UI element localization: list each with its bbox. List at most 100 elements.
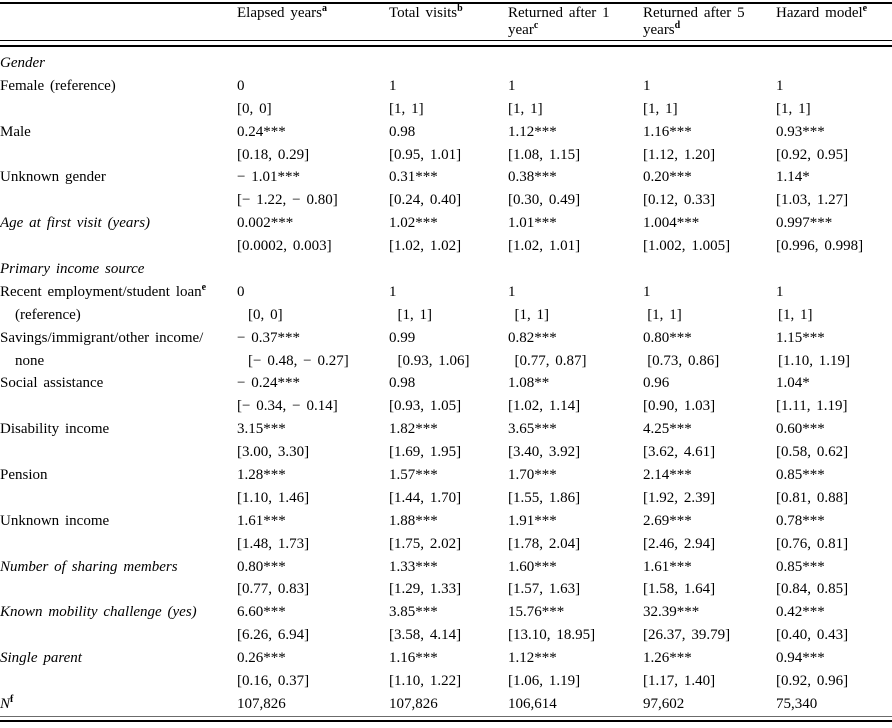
value-cell: [1, 1]: [777, 306, 813, 323]
value-cell: 1.91***: [508, 512, 557, 529]
value-cell: [0.40, 0.43]: [776, 627, 849, 644]
value-cell: 1.88***: [389, 512, 438, 529]
row-label: [0, 578, 237, 601]
table-row: [1.48, 1.73] [1.75, 2.02] [1.78, 2.04] [2.4…: [0, 533, 892, 556]
value-cell: − 0.37***: [237, 329, 301, 346]
footnote-marker: d: [674, 20, 681, 31]
value-cell: [1.48, 1.73]: [237, 535, 310, 552]
value-cell: [13.10, 18.95]: [508, 627, 596, 644]
table-row: none [− 0.48, − 0.27] [0.93, 1.06] [0.77, 0…: [0, 350, 892, 373]
footnote-marker: a: [321, 3, 327, 14]
value-cell: 4.25***: [643, 421, 692, 438]
value-cell: 0.31***: [389, 169, 438, 186]
value-cell: 1: [643, 283, 651, 300]
value-cell: [0.58, 0.62]: [776, 444, 849, 461]
table-row: Disability income 3.15*** 1.82*** 3.65*** 4.…: [0, 418, 892, 441]
value-cell: 1: [508, 77, 516, 94]
row-label: Age at first visit (years): [0, 215, 151, 232]
table-row: Gender: [0, 52, 892, 75]
table-row: Savings/immigrant/other income/ − 0.37***…: [0, 327, 892, 350]
value-cell: [1.002, 1.005]: [643, 238, 731, 255]
value-cell: 1: [389, 283, 397, 300]
value-cell: [389, 258, 508, 281]
value-cell: 0.80***: [237, 558, 286, 575]
table-row: [0.16, 0.37] [1.10, 1.22] [1.06, 1.19] [1.1…: [0, 670, 892, 693]
table-bottom-rule-thin: [0, 716, 892, 717]
value-cell: 1.70***: [508, 467, 557, 484]
value-cell: 0.98: [389, 375, 416, 392]
value-cell: 0.26***: [237, 650, 286, 667]
value-cell: 75,340: [776, 695, 818, 712]
value-cell: 1.04*: [776, 375, 810, 392]
table-row: Unknown income 1.61*** 1.88*** 1.91*** 2.69*…: [0, 510, 892, 533]
value-cell: [1.44, 1.70]: [389, 489, 462, 506]
column-header: Elapsed yearsa: [237, 3, 389, 39]
value-cell: [1.03, 1.27]: [776, 192, 849, 209]
value-cell: 0.997***: [776, 215, 833, 232]
table-row: Known mobility challenge (yes) 6.60*** 3.8…: [0, 601, 892, 624]
value-cell: 1: [643, 77, 651, 94]
value-cell: [1.57, 1.63]: [508, 581, 581, 598]
value-cell: [1.11, 1.19]: [776, 398, 848, 415]
column-header: Returned after 5 yearsd: [643, 5, 776, 39]
value-cell: [1, 1]: [508, 100, 543, 117]
value-cell: 1: [389, 77, 397, 94]
value-cell: [0.24, 0.40]: [389, 192, 462, 209]
value-cell: [0.95, 1.01]: [389, 146, 462, 163]
value-cell: [1.58, 1.64]: [643, 581, 716, 598]
value-cell: [0.16, 0.37]: [237, 673, 310, 690]
row-label: Number of sharing members: [0, 558, 178, 575]
value-cell: 0.85***: [776, 467, 825, 484]
value-cell: [508, 258, 643, 281]
value-cell: [1.75, 2.02]: [389, 535, 462, 552]
table-row: (reference) [0, 0] [1, 1] [1, 1] [1, 1] [1, 1…: [0, 304, 892, 327]
value-cell: 1.33***: [389, 558, 438, 575]
row-label: Gender: [0, 55, 45, 71]
row-label: Social assistance: [0, 375, 104, 392]
value-cell: 1.12***: [508, 123, 557, 140]
value-cell: [237, 52, 389, 75]
row-label: [0, 533, 237, 556]
table-row: Nf 107,826 107,826 106,614 97,602 75,340: [0, 693, 892, 716]
value-cell: 1.28***: [237, 467, 286, 484]
value-cell: [0.30, 0.49]: [508, 192, 581, 209]
value-cell: [0.77, 0.87]: [514, 352, 587, 369]
value-cell: 107,826: [237, 695, 286, 712]
row-label: Male: [0, 123, 31, 140]
value-cell: 1.61***: [643, 558, 692, 575]
table-row: Female (reference) 0 1 1 1 1: [0, 75, 892, 98]
value-cell: [1.17, 1.40]: [643, 673, 716, 690]
header-separator-rule-thick: [0, 45, 892, 47]
table-row: [0, 0] [1, 1] [1, 1] [1, 1] [1, 1]: [0, 98, 892, 121]
value-cell: 1.004***: [643, 215, 700, 232]
row-label: Disability income: [0, 421, 110, 438]
value-cell: − 0.24***: [237, 375, 301, 392]
value-cell: 3.85***: [389, 604, 438, 621]
row-label: [0, 670, 237, 693]
value-cell: 0.98: [389, 123, 416, 140]
column-header: Total visitsb: [389, 4, 508, 39]
value-cell: [0.92, 0.96]: [776, 673, 849, 690]
value-cell: 1.57***: [389, 467, 438, 484]
value-cell: [1, 1]: [397, 306, 433, 323]
value-cell: [− 0.34, − 0.14]: [237, 398, 338, 415]
value-cell: [1.10, 1.46]: [237, 489, 310, 506]
column-header-text: yearsd: [643, 20, 681, 39]
table-row: [− 0.34, − 0.14] [0.93, 1.05] [1.02, 1.14]…: [0, 395, 892, 418]
value-cell: [1.02, 1.02]: [389, 238, 462, 255]
value-cell: [1, 1]: [643, 100, 678, 117]
value-cell: [− 0.48, − 0.27]: [248, 352, 349, 369]
row-label: Female (reference): [0, 77, 116, 94]
value-cell: [1.02, 1.01]: [508, 238, 581, 255]
value-cell: [389, 52, 508, 75]
value-cell: [0.93, 1.06]: [397, 352, 470, 369]
table-body: Gender Female (reference) 0 1 1 1 1 [0, 0] [1, 1…: [0, 52, 892, 716]
value-cell: 1.61***: [237, 512, 286, 529]
value-cell: 1.60***: [508, 558, 557, 575]
value-cell: [1.29, 1.33]: [389, 581, 462, 598]
table-header-row: Elapsed yearsa Total visitsb Returned afte…: [0, 3, 892, 39]
table-row: Unknown gender − 1.01*** 0.31*** 0.38*** 0.2…: [0, 166, 892, 189]
table-row: [0.77, 0.83] [1.29, 1.33] [1.57, 1.63] [1.5…: [0, 578, 892, 601]
column-header-text: Elapsed yearsa: [237, 3, 327, 22]
value-cell: 1: [776, 283, 784, 300]
